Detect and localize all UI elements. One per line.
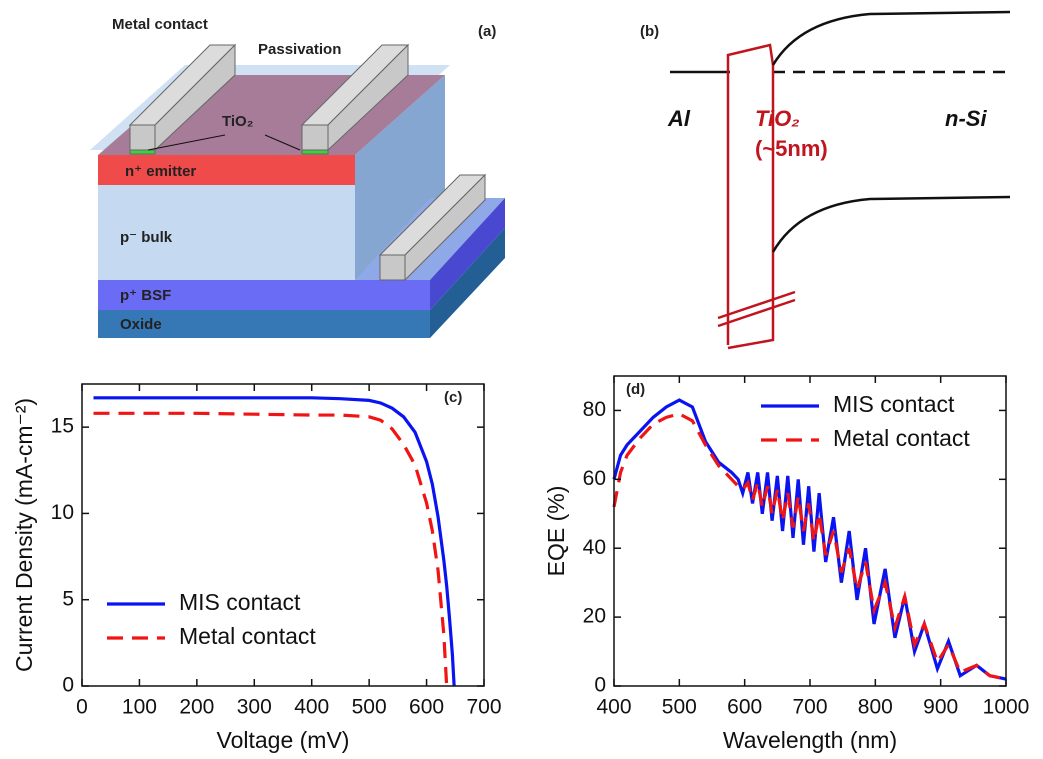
y-axis-label: EQE (%) [543, 486, 569, 577]
legend-label: MIS contact [179, 589, 301, 615]
label: p⁺ BSF [120, 287, 171, 304]
x-tick-label: 400 [596, 696, 631, 719]
y-tick-label: 0 [62, 674, 74, 697]
panel-label: (d) [626, 381, 645, 398]
legend-label: Metal contact [833, 425, 970, 451]
plot-frame [614, 376, 1006, 686]
x-axis-label: Voltage (mV) [217, 727, 350, 753]
x-tick-label: 400 [294, 696, 329, 719]
x-tick-label: 100 [122, 696, 157, 719]
label: p⁻ bulk [120, 229, 173, 246]
x-tick-label: 300 [237, 696, 272, 719]
label: TiO₂ [222, 113, 253, 130]
label: n-Si [945, 106, 987, 131]
label: TiO₂ [755, 106, 800, 131]
x-tick-label: 700 [466, 696, 501, 719]
x-tick-label: 500 [662, 696, 697, 719]
y-tick-label: 5 [62, 587, 74, 610]
x-tick-label: 800 [858, 696, 893, 719]
x-tick-label: 1000 [983, 696, 1030, 719]
panel-label: (a) [478, 23, 496, 40]
x-tick-label: 600 [409, 696, 444, 719]
figure: Metal contact Passivation TiO₂ n⁺ emitte… [0, 0, 1043, 759]
legend-label: Metal contact [179, 623, 316, 649]
label: Metal contact [112, 16, 208, 33]
legend-label: MIS contact [833, 391, 955, 417]
x-axis-label: Wavelength (nm) [723, 727, 897, 753]
label: (~5nm) [755, 136, 828, 161]
y-tick-label: 20 [583, 605, 606, 628]
x-tick-label: 500 [352, 696, 387, 719]
y-tick-label: 15 [51, 415, 74, 438]
y-tick-label: 0 [594, 674, 606, 697]
x-tick-label: 200 [179, 696, 214, 719]
panel-label: (c) [444, 389, 462, 406]
y-tick-label: 40 [583, 536, 606, 559]
y-tick-label: 10 [51, 501, 74, 524]
x-tick-label: 600 [727, 696, 762, 719]
label: n⁺ emitter [125, 163, 196, 180]
panel-label: (b) [640, 23, 659, 40]
conduction-band [773, 12, 1010, 65]
y-tick-label: 60 [583, 467, 606, 490]
label: Passivation [258, 41, 341, 58]
y-axis-label: Current Density (mA-cm⁻²) [11, 398, 37, 672]
device-diagram: Metal contact Passivation TiO₂ n⁺ emitte… [90, 16, 505, 338]
x-tick-label: 700 [792, 696, 827, 719]
x-tick-label: 0 [76, 696, 88, 719]
label: Al [667, 106, 691, 131]
valence-band [773, 197, 1010, 252]
x-tick-label: 900 [923, 696, 958, 719]
band-diagram: (b) Al TiO₂ (~5nm) n-Si [640, 12, 1010, 348]
label: Oxide [120, 316, 162, 333]
y-tick-label: 80 [583, 398, 606, 421]
data-line [614, 414, 1006, 679]
